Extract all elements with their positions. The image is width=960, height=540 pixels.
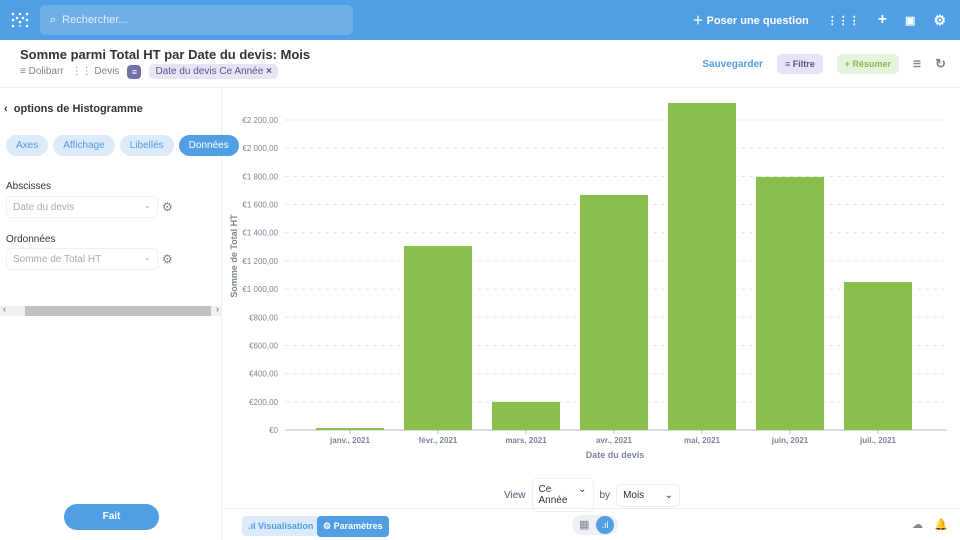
breadcrumb-database[interactable]: ≡ Dolibarr <box>20 66 64 77</box>
x-tick-label: févr., 2021 <box>419 436 458 445</box>
sql-editor-icon[interactable]: ▣ <box>905 14 916 27</box>
x-tick-label: juil., 2021 <box>859 436 897 445</box>
ask-question-button[interactable]: ＋ Poser une question <box>692 15 809 27</box>
bar <box>404 245 472 430</box>
notebook-icon[interactable]: ☰ <box>913 58 922 69</box>
settings-sidebar: ‹ options de Histogramme Axes Affichage … <box>0 88 239 540</box>
bar <box>668 102 736 430</box>
chevron-down-icon: ⌄ <box>143 252 151 262</box>
back-button[interactable]: ‹ options de Histogramme <box>4 103 143 115</box>
tab-data[interactable]: Données <box>178 135 239 156</box>
filter-button[interactable]: ≡ Filtre <box>776 54 823 74</box>
top-nav: ⌕ Rechercher... ＋ Poser une question ⋮⋮⋮ … <box>0 0 960 40</box>
tab-axes[interactable]: Axes <box>6 135 49 156</box>
y-tick-label: €1 400,00 <box>242 229 278 238</box>
horizontal-scrollbar[interactable]: ‹ › <box>0 304 222 316</box>
tab-display[interactable]: Affichage <box>53 135 115 156</box>
y-tick-label: €1 200,00 <box>242 257 278 266</box>
bar <box>844 282 912 430</box>
x-axis-select[interactable]: Date du devis ⌄ <box>6 196 158 218</box>
save-button[interactable]: Sauvegarder <box>702 58 763 70</box>
x-axis-label: Abscisses <box>6 181 52 192</box>
bar <box>492 401 560 430</box>
time-controls: View Ce Année ⌄ by Mois ⌄ <box>504 478 681 512</box>
y-tick-label: €2 000,00 <box>242 144 278 153</box>
y-axis-title: Somme de Total HT <box>229 214 239 298</box>
y-tick-label: €400,00 <box>249 370 278 379</box>
y-axis-label: Ordonnées <box>6 234 56 245</box>
x-tick-label: avr., 2021 <box>596 436 633 445</box>
done-button[interactable]: Fait <box>64 504 159 530</box>
bell-icon[interactable]: 🔔 <box>934 519 948 531</box>
y-tick-label: €200,00 <box>249 398 278 407</box>
tab-labels[interactable]: Libellés <box>119 135 174 156</box>
gear-icon[interactable]: ⚙ <box>933 11 946 28</box>
footer-bar: .ıl Visualisation ⚙ Paramètres ▦ .ıl ☁ 🔔 <box>222 508 960 540</box>
bar <box>580 194 648 430</box>
y-tick-label: €1 000,00 <box>242 285 278 294</box>
y-axis-select[interactable]: Somme de Total HT ⌄ <box>6 248 158 270</box>
filter-icon[interactable]: ≡ <box>127 64 142 79</box>
chart-view-icon[interactable]: .ıl <box>596 516 614 534</box>
page-title: Somme parmi Total HT par Date du devis: … <box>20 47 311 62</box>
download-icon[interactable]: ☁ <box>912 519 923 531</box>
x-gear-icon[interactable]: ⚙ <box>162 200 173 214</box>
x-tick-label: mai, 2021 <box>684 436 721 445</box>
filter-chip[interactable]: Date du devis Ce Année × <box>149 64 278 79</box>
x-axis-title: Date du devis <box>586 450 645 460</box>
y-tick-label: €800,00 <box>249 313 278 322</box>
y-tick-label: €1 800,00 <box>242 172 278 181</box>
y-tick-label: €0 <box>269 426 278 435</box>
summarize-button[interactable]: + Résumer <box>836 54 900 74</box>
chevron-down-icon: ⌄ <box>143 200 151 210</box>
breadcrumb: ≡ Dolibarr ⋮⋮ Devis ≡ Date du devis Ce A… <box>20 64 278 79</box>
visualization-button[interactable]: .ıl Visualisation <box>242 516 320 536</box>
y-tick-label: €600,00 <box>249 341 278 350</box>
query-header: Somme parmi Total HT par Date du devis: … <box>0 40 960 88</box>
period-select[interactable]: Ce Année ⌄ <box>531 478 594 512</box>
browse-grid-icon[interactable]: ⋮⋮⋮ <box>826 14 860 27</box>
breadcrumb-table[interactable]: ⋮⋮ Devis <box>71 66 120 77</box>
close-icon[interactable]: × <box>266 66 272 77</box>
x-tick-label: juin, 2021 <box>771 436 809 445</box>
search-icon: ⌕ <box>50 13 57 26</box>
y-tick-label: €1 600,00 <box>242 201 278 210</box>
bar-chart: €0 €200,00 €400,00 €600,00 €800,00 €1 000,00 €… <box>229 102 947 460</box>
y-tick-label: €2 200,00 <box>242 116 278 125</box>
metabase-logo[interactable] <box>11 12 29 28</box>
x-tick-label: mars, 2021 <box>505 436 547 445</box>
bar <box>756 176 824 430</box>
settings-button[interactable]: ⚙ Paramètres <box>317 516 389 537</box>
bar <box>316 428 384 430</box>
new-plus-icon[interactable]: + <box>877 11 888 28</box>
y-gear-icon[interactable]: ⚙ <box>162 252 173 266</box>
search-input[interactable]: ⌕ Rechercher... <box>40 5 353 35</box>
refresh-icon[interactable]: ↻ <box>935 56 946 71</box>
unit-select[interactable]: Mois ⌄ <box>616 483 681 507</box>
x-tick-label: janv., 2021 <box>329 436 370 445</box>
table-view-icon[interactable]: ▦ <box>579 519 590 531</box>
